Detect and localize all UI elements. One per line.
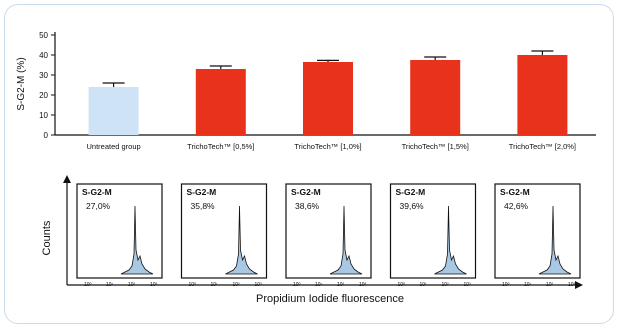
panel-x-tick-label: 10¹ [211, 282, 219, 288]
y-tick-label: 40 [39, 51, 48, 60]
panel-x-tick-label: 10³ [359, 282, 367, 288]
y-tick-label: 20 [39, 91, 48, 100]
panel-x-tick-label: 10⁰ [84, 282, 92, 288]
histogram-figure: Counts Propidium Iodide fluorescence S-G… [41, 175, 583, 305]
x-category-label: TrichoTech™ [1,5%] [402, 142, 469, 151]
panel-x-tick-label: 10⁰ [398, 282, 406, 288]
panel-x-tick-label: 10⁰ [189, 282, 197, 288]
y-tick-label: 0 [44, 131, 49, 140]
panel-x-tick-label: 10³ [464, 282, 472, 288]
panel-frame [180, 183, 268, 279]
bar [303, 62, 353, 135]
panel-x-tick-label: 10² [233, 282, 241, 288]
panel-x-tick-label: 10³ [255, 282, 263, 288]
panel-x-tick-label: 10² [546, 282, 554, 288]
panel-x-tick-label: 10² [337, 282, 345, 288]
panel-value: 27,0% [86, 201, 111, 211]
y-tick-label: 30 [39, 71, 48, 80]
histogram-panel: S-G2-M 38,6% 10⁰ 10¹ 10² 10³ [285, 183, 372, 288]
panel-x-tick-label: 10⁰ [293, 282, 301, 288]
histogram-panels: S-G2-M 27,0% 10⁰ 10¹ 10² 10³ S-G2-M 35,8% 10⁰ 10¹… [76, 183, 581, 288]
histogram-trace [329, 205, 363, 275]
bar [88, 87, 139, 135]
bar [195, 69, 246, 135]
histogram-panel: S-G2-M 42,6% 10⁰ 10¹ 10² 10³ [494, 183, 581, 288]
panel-x-tick-label: 10⁰ [502, 282, 510, 288]
counts-axis-label: Counts [41, 220, 53, 255]
panel-label: S-G2-M [187, 187, 217, 197]
panel-label: S-G2-M [82, 187, 112, 197]
x-category-labels: Untreated group TrichoTech™ [0,5%] TrichoT… [86, 142, 576, 151]
panel-frame [285, 183, 372, 279]
x-category-label: TrichoTech™ [0,5%] [187, 142, 254, 151]
bar [410, 60, 461, 135]
x-category-label: TrichoTech™ [2,0%] [509, 142, 576, 151]
histogram-trace [538, 205, 572, 275]
panel-x-tick-label: 10¹ [315, 282, 323, 288]
y-ticks: 0 10 20 30 40 50 [39, 31, 55, 140]
panel-x-tick-label: 10² [128, 282, 136, 288]
x-category-label: TrichoTech™ [1,0%] [294, 142, 361, 151]
bar-chart: S-G2-M (%) 0 10 20 30 40 50 Untreated group Tr… [16, 31, 596, 151]
panel-label: S-G2-M [500, 187, 530, 197]
bars [88, 50, 568, 135]
fluorescence-axis-label: Propidium Iodide fluorescence [256, 293, 404, 305]
histogram-trace [225, 205, 258, 275]
panel-x-tick-label: 10² [442, 282, 450, 288]
histogram-panel: S-G2-M 35,8% 10⁰ 10¹ 10² 10³ [180, 183, 268, 288]
panel-value: 42,6% [504, 201, 529, 211]
panel-x-tick-label: 10¹ [106, 282, 114, 288]
panel-value: 35,8% [191, 201, 216, 211]
y-tick-label: 50 [39, 31, 48, 40]
panel-x-tick-label: 10¹ [420, 282, 428, 288]
panel-value: 39,6% [400, 201, 425, 211]
x-category-label: Untreated group [86, 142, 140, 151]
panel-frame [494, 183, 581, 279]
histogram-panel: S-G2-M 27,0% 10⁰ 10¹ 10² 10³ [76, 183, 163, 288]
panel-label: S-G2-M [291, 187, 321, 197]
counts-axis-arrow [63, 175, 71, 183]
y-tick-label: 10 [39, 111, 48, 120]
bar [517, 55, 568, 135]
histogram-trace [434, 205, 467, 275]
panel-x-tick-label: 10¹ [524, 282, 532, 288]
fluorescence-axis-arrow [575, 281, 583, 289]
panel-frame [389, 183, 477, 279]
panel-x-tick-label: 10³ [568, 282, 576, 288]
panel-value: 38,6% [295, 201, 320, 211]
panel-label: S-G2-M [396, 187, 426, 197]
panel-x-tick-label: 10³ [150, 282, 158, 288]
histogram-panel: S-G2-M 39,6% 10⁰ 10¹ 10² 10³ [389, 183, 477, 288]
panel-frame [76, 183, 163, 279]
histogram-trace [120, 205, 154, 275]
y-axis-label: S-G2-M (%) [16, 57, 27, 110]
